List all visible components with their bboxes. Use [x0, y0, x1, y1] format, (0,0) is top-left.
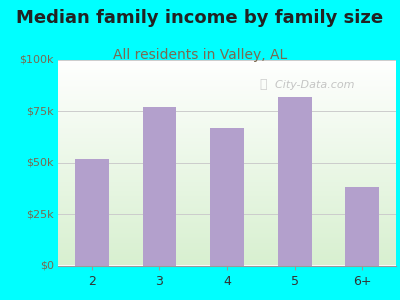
Text: $0: $0 [40, 260, 54, 271]
Text: City-Data.com: City-Data.com [268, 80, 354, 90]
Text: $100k: $100k [20, 55, 54, 65]
Text: $50k: $50k [26, 158, 54, 168]
Text: All residents in Valley, AL: All residents in Valley, AL [113, 48, 287, 62]
Bar [142, 107, 176, 266]
Text: ⧗: ⧗ [259, 78, 267, 91]
Bar [75, 159, 109, 266]
Text: $75k: $75k [26, 106, 54, 116]
Bar [210, 128, 244, 266]
Text: Median family income by family size: Median family income by family size [16, 9, 384, 27]
Bar [345, 188, 379, 266]
Bar [278, 97, 312, 266]
Text: $25k: $25k [26, 209, 54, 219]
